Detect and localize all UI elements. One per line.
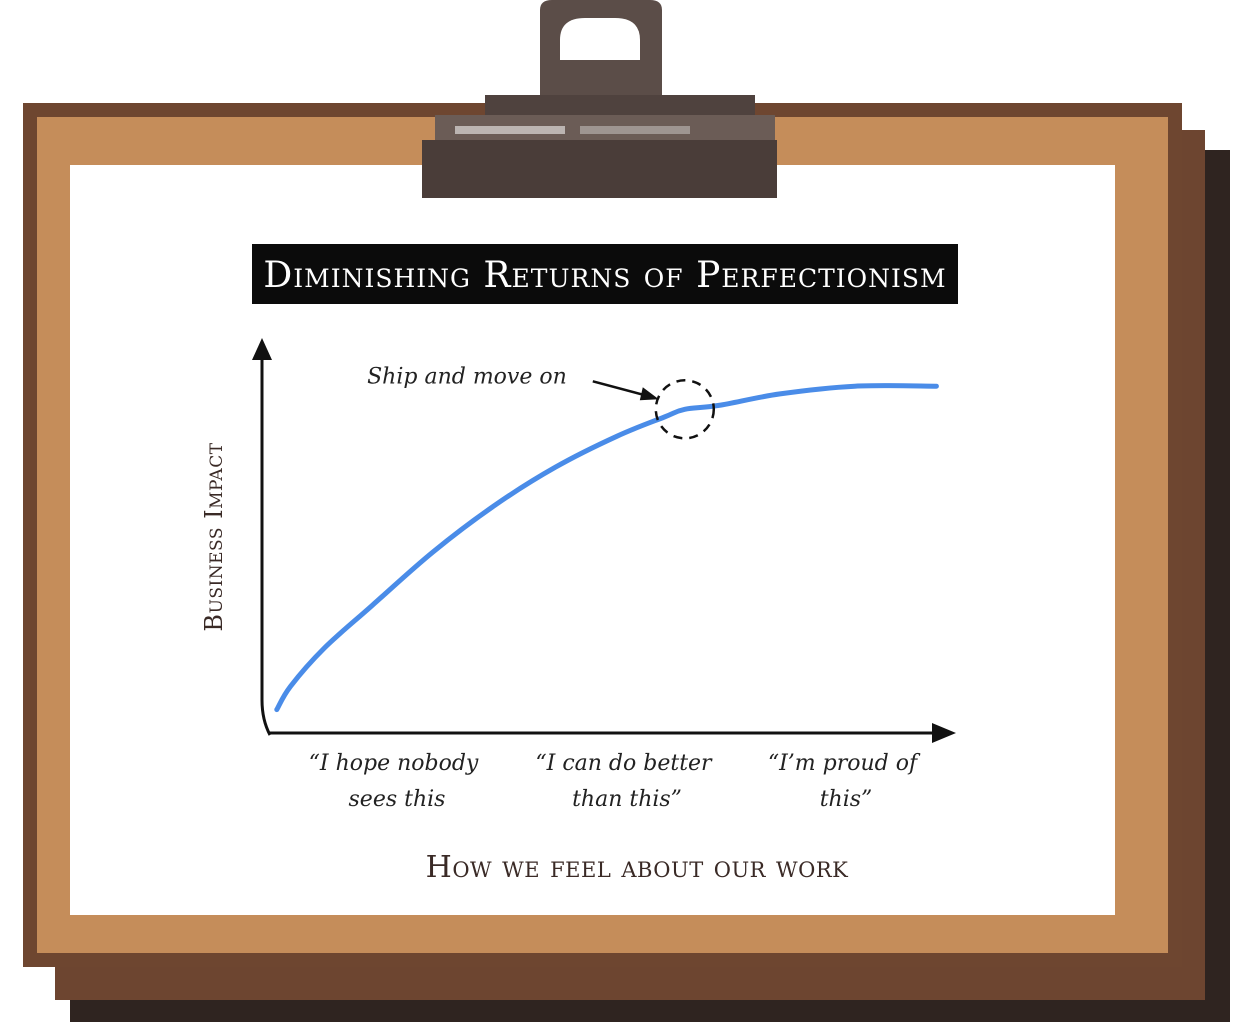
title-banner <box>252 244 958 304</box>
x-tick-label-3-line2: this” <box>820 787 873 812</box>
x-tick-label-2: “I can do better than this” <box>535 751 718 812</box>
x-axis-label: How we feel about our work <box>426 850 849 885</box>
annotation-arrowhead-icon <box>639 387 659 401</box>
annotation-circle-icon <box>654 379 716 440</box>
annotation-text: Ship and move on <box>367 364 567 389</box>
x-axis-arrowhead-icon <box>932 723 956 743</box>
y-axis-label: Business Impact <box>200 442 228 631</box>
x-tick-label-1-line2: sees this <box>349 787 446 812</box>
annotation: Ship and move on <box>367 364 716 440</box>
series-line-business-impact <box>274 383 939 713</box>
chart-title: Diminishing Returns of Perfectionism <box>263 255 946 296</box>
y-axis-line <box>260 352 272 736</box>
x-tick-label-1: “I hope nobody sees this <box>309 751 486 812</box>
x-tick-labels: “I hope nobody sees this “I can do bette… <box>309 751 924 812</box>
y-axis-arrowhead-icon <box>252 338 272 360</box>
x-tick-label-3: “I’m proud of this” <box>768 751 924 812</box>
axes <box>252 338 956 743</box>
x-tick-label-2-line2: than this” <box>572 787 682 812</box>
clipboard-clip-icon <box>422 0 777 198</box>
x-tick-label-2-line1: “I can do better <box>535 751 713 776</box>
x-tick-label-3-line1: “I’m proud of <box>768 751 921 776</box>
x-tick-label-1-line1: “I hope nobody <box>309 751 479 776</box>
